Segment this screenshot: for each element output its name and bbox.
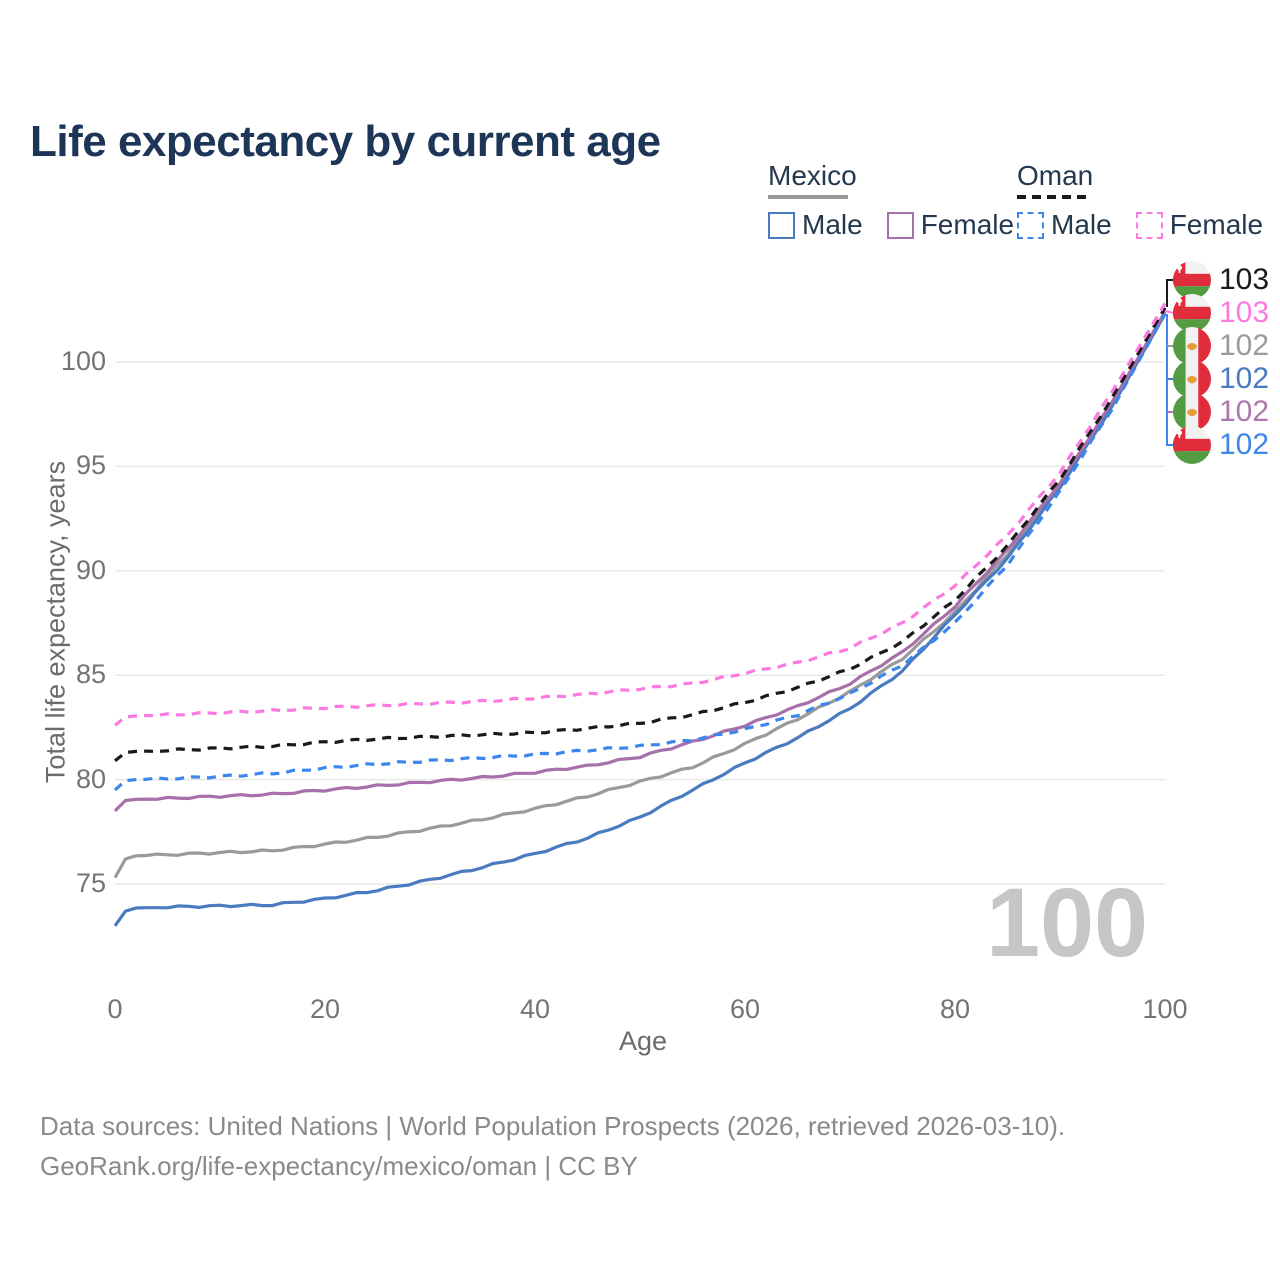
y-tick-label-100: 100 xyxy=(60,346,106,376)
end-label-value: 103 xyxy=(1219,296,1270,329)
x-tick-label-0: 0 xyxy=(107,994,123,1024)
end-label-mexico-female: 102 xyxy=(1173,393,1269,431)
mexico-flag-icon xyxy=(1173,393,1211,431)
footer-url: GeoRank.org/life-expectancy/mexico/oman … xyxy=(40,1151,638,1181)
legend-oman-title: Oman xyxy=(1017,160,1094,191)
mexico-flag-icon xyxy=(1173,360,1211,398)
x-tick-label-100: 100 xyxy=(1142,994,1188,1024)
y-axis-title: Total life expectancy, years xyxy=(40,460,71,784)
legend-item-mexico-female[interactable]: Female xyxy=(886,209,1015,241)
footer-data-sources: Data sources: United Nations | World Pop… xyxy=(40,1111,1066,1141)
legend-item-oman-male[interactable]: Male xyxy=(1017,209,1112,241)
y-tick-label-85: 85 xyxy=(75,659,106,690)
legend-label: Male xyxy=(1051,209,1112,240)
x-tick-label-40: 40 xyxy=(519,994,551,1024)
legend-item-mexico-male[interactable]: Male xyxy=(768,209,863,241)
mexico-flag-icon xyxy=(1173,327,1211,365)
series-line-mexico-female[interactable] xyxy=(113,311,1167,813)
series-line-oman-male[interactable] xyxy=(113,313,1167,792)
x-tick-label-80: 80 xyxy=(939,994,971,1024)
y-tick-label-90: 90 xyxy=(75,554,106,585)
oman-female-swatch-icon xyxy=(1135,211,1163,239)
legend-oman-line-sample xyxy=(1017,195,1091,199)
mexico-female-swatch-icon xyxy=(886,211,914,239)
x-tick-label-60: 60 xyxy=(729,994,761,1024)
oman-flag-icon xyxy=(1173,426,1211,464)
x-tick-label-20: 20 xyxy=(309,994,341,1024)
page-title: Life expectancy by current age xyxy=(30,117,661,167)
series-line-mexico-male[interactable] xyxy=(113,313,1167,927)
footer-attribution: Data sources: United Nations | World Pop… xyxy=(40,1106,1065,1186)
legend-mexico-line-sample xyxy=(768,195,848,199)
legend-item-oman-female[interactable]: Female xyxy=(1135,209,1264,241)
oman-flag-icon xyxy=(1173,261,1211,299)
end-label-connector xyxy=(1164,310,1175,314)
end-label-oman-male: 102 xyxy=(1173,426,1269,464)
mexico-male-swatch-icon xyxy=(768,211,795,239)
y-tick-label-80: 80 xyxy=(75,763,106,794)
legend-label: Male xyxy=(802,209,863,240)
age-counter-watermark: 100 xyxy=(986,868,1148,977)
end-label-mexico-male: 102 xyxy=(1173,360,1269,398)
x-axis-title: Age xyxy=(618,1026,668,1056)
end-label-oman: 103 xyxy=(1173,261,1269,299)
legend-mexico-title: Mexico xyxy=(768,160,857,191)
series-line-oman[interactable] xyxy=(114,306,1167,763)
y-tick-label-75: 75 xyxy=(75,868,106,898)
legend-label: Female xyxy=(920,209,1015,240)
legend-label: Female xyxy=(1169,209,1264,240)
end-label-mexico: 102 xyxy=(1173,327,1269,365)
end-label-connector xyxy=(1166,279,1174,307)
end-label-value: 102 xyxy=(1219,329,1270,362)
oman-male-swatch-icon xyxy=(1017,211,1044,239)
end-label-value: 102 xyxy=(1219,428,1270,461)
series-line-mexico[interactable] xyxy=(113,311,1167,879)
y-tick-label-95: 95 xyxy=(75,450,106,481)
end-label-oman-female: 103 xyxy=(1173,294,1269,332)
end-label-value: 103 xyxy=(1219,263,1270,296)
end-label-value: 102 xyxy=(1219,395,1270,428)
legend-group-oman: Oman Male Female xyxy=(1017,160,1263,241)
end-label-value: 102 xyxy=(1219,362,1270,395)
legend-group-mexico: Mexico Male Female xyxy=(768,160,1014,241)
oman-flag-icon xyxy=(1173,294,1211,332)
end-label-connector xyxy=(1166,314,1174,446)
series-line-oman-female[interactable] xyxy=(114,302,1167,727)
